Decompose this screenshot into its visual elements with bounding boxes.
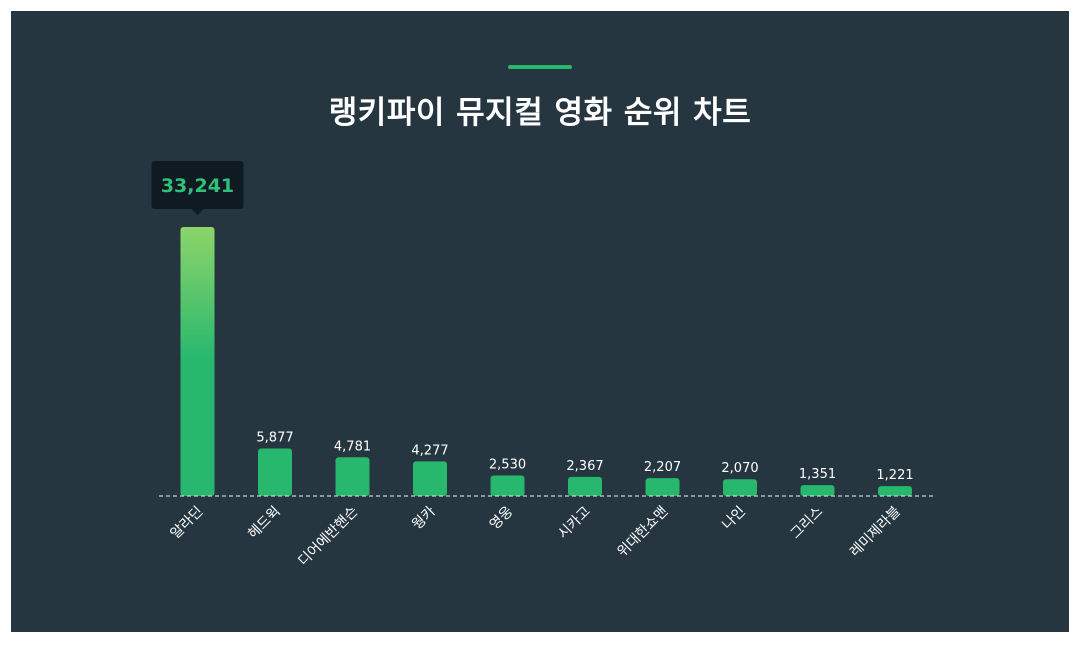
bar-2	[335, 457, 370, 496]
value-label-9: 1,221	[876, 468, 913, 483]
bar-9	[878, 486, 912, 496]
value-label-3: 4,277	[411, 443, 448, 458]
chart-title: 랭키파이 뮤지컬 영화 순위 차트	[328, 95, 752, 131]
bar-4	[490, 475, 525, 496]
category-label-8: 그리스	[788, 503, 827, 542]
labels-layer: 33,241 알라딘 5,877 헤드윅 4,781 디어에반핸슨 4,277 웡카 2,530…	[151, 161, 914, 569]
bar-0	[180, 227, 215, 496]
value-label-8: 1,351	[799, 467, 836, 482]
bar-1	[258, 448, 292, 496]
value-label-7: 2,070	[721, 461, 758, 476]
value-label-0: 33,241	[161, 175, 234, 197]
category-label-9: 레미제라블	[847, 503, 904, 560]
bar-7	[723, 479, 757, 496]
value-label-4: 2,530	[489, 458, 526, 473]
value-label-2: 4,781	[334, 439, 371, 454]
category-label-7: 나인	[719, 504, 749, 534]
category-label-6: 위대한쇼맨	[614, 504, 671, 561]
bar-8	[800, 485, 835, 496]
title-accent-line	[508, 65, 572, 69]
bar-5	[568, 476, 602, 496]
bar-3	[413, 461, 447, 496]
category-label-0: 알라딘	[168, 504, 207, 543]
value-label-1: 5,877	[256, 430, 293, 445]
bar-6	[645, 478, 680, 496]
value-label-6: 2,207	[644, 460, 681, 475]
value-label-5: 2,367	[566, 459, 603, 474]
category-label-5: 시카고	[555, 503, 594, 542]
category-label-4: 영웅	[487, 503, 517, 533]
category-label-3: 웡카	[409, 503, 439, 533]
tooltip-box	[151, 161, 244, 209]
category-label-1: 헤드윅	[245, 504, 284, 543]
value-tooltip: 33,241	[151, 161, 244, 215]
bars-layer	[180, 227, 912, 496]
tooltip-arrow	[191, 209, 204, 215]
category-label-2: 디어에반핸슨	[295, 503, 361, 569]
